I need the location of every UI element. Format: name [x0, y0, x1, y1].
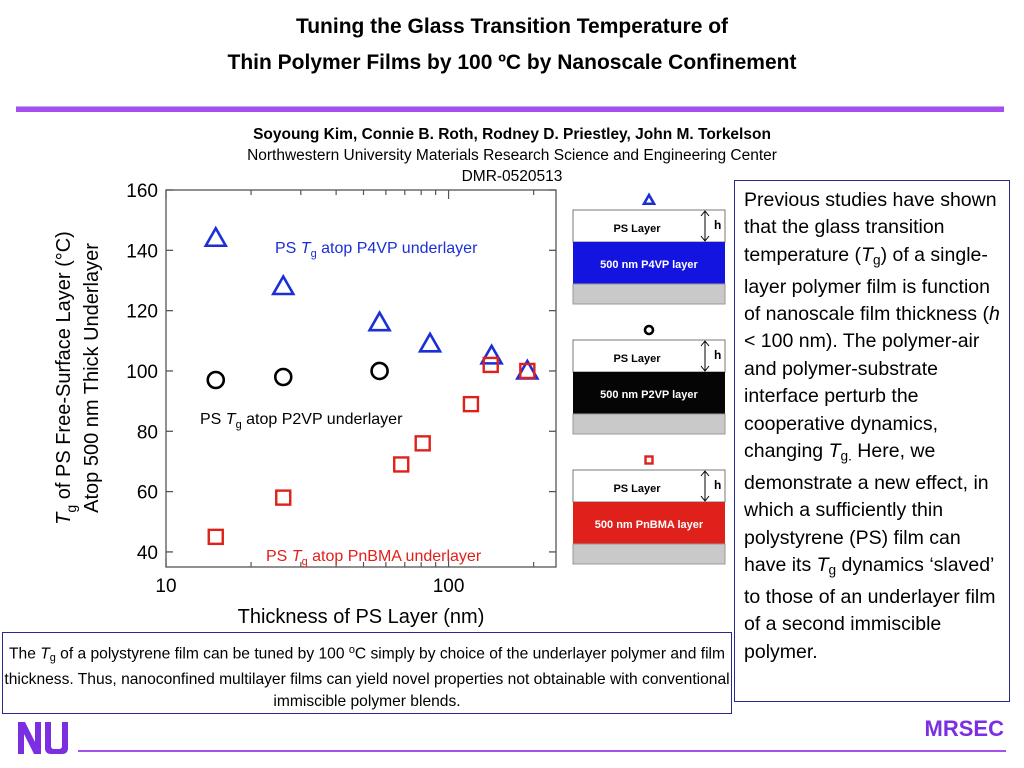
layer-schematics: PS Layer h 500 nm P4VP layer PS Layer h 500 n… — [571, 190, 731, 590]
y-tick-label: 120 — [126, 302, 158, 323]
circle-legend-marker — [643, 324, 655, 336]
summary-text-1: The — [9, 645, 41, 663]
triangle-point — [203, 225, 228, 248]
y-tick-label: 140 — [126, 241, 158, 262]
series-label-pnbma: PS Tg atop PnBMA underlayer — [266, 548, 482, 568]
h-arrow-head-bottom — [700, 235, 710, 242]
y-tick-label: 80 — [137, 422, 158, 443]
sidebar-tg3-sub: g — [828, 562, 837, 578]
y-tick-label: 100 — [126, 362, 158, 383]
northwestern-logo — [16, 718, 70, 758]
y-tick-label: 160 — [126, 181, 158, 202]
sidebar-text-2: ) of a single-layer polymer film is func… — [744, 243, 990, 326]
h-label: h — [714, 348, 721, 362]
triangle-point — [417, 331, 443, 353]
slide-title-line1: Tuning the Glass Transition Temperature … — [295, 15, 729, 38]
mrsec-label: MRSEC — [924, 716, 1004, 741]
square-point — [207, 528, 224, 546]
square-point — [519, 362, 536, 380]
triangle-point — [479, 343, 504, 365]
sidebar-tg2-sub: g. — [840, 448, 852, 464]
sidebar-tg-sub: g — [872, 252, 881, 268]
underlayer — [573, 502, 725, 544]
square-point — [462, 395, 480, 413]
ps-layer — [572, 209, 726, 243]
ps-layer-label: PS Layer — [613, 353, 661, 365]
square-point — [275, 489, 292, 506]
ps-layer — [572, 339, 726, 373]
h-arrow-head-top — [700, 340, 710, 347]
x-tick-label: 100 — [433, 576, 465, 597]
underlayer — [573, 242, 725, 284]
sidebar-tg3-t: T — [816, 554, 829, 577]
author-block: Soyoung Kim, Connie B. Roth, Rodney D. P… — [0, 124, 1024, 187]
y-axis-label-rest: of PS Free-Surface Layer (°C) — [53, 231, 75, 505]
series-label-p2vp: PS Tg atop P2VP underlayer — [200, 411, 403, 431]
summary-text-2: of a polystyrene film can be tuned by 10… — [55, 645, 349, 663]
y-axis-label-t: T — [53, 511, 75, 525]
h-arrow-head-top — [700, 470, 710, 477]
triangle-legend-marker — [641, 192, 657, 206]
summary-tg-sub: g — [49, 652, 56, 665]
substrate — [572, 543, 726, 565]
footer-divider — [78, 750, 1006, 752]
series-label-p4vp: PS Tg atop P4VP underlayer — [275, 240, 478, 260]
underlayer-label: 500 nm P4VP layer — [600, 259, 698, 271]
underlayer — [573, 372, 725, 414]
h-arrow-head-bottom — [700, 495, 710, 502]
sidebar-text-4: Here, we demonstrate a new effect, in wh… — [744, 440, 989, 577]
y-tick-label: 40 — [137, 543, 158, 564]
sidebar-text-3: < 100 nm). The polymer-air and polymer-s… — [744, 330, 980, 463]
summary-text-3: C simply by choice of the underlayer pol… — [4, 645, 730, 711]
sidebar-h: h — [988, 303, 1000, 326]
summary-tg-t: T — [40, 645, 50, 663]
y-axis-label: Tg of PS Free-Surface Layer (°C) — [53, 231, 79, 525]
h-label: h — [714, 218, 721, 232]
h-arrow-head-bottom — [700, 365, 710, 372]
tg-chart: 40 60 80 100 120 140 160 10 100 Tg of PS Free-Su… — [30, 168, 572, 630]
h-label: h — [714, 478, 721, 492]
square-point — [414, 435, 431, 452]
plot-area — [165, 189, 557, 568]
y-axis-label-sub: g — [63, 505, 79, 513]
affiliation: Northwestern University Materials Resear… — [247, 147, 777, 164]
y-axis-label-line2: Atop 500 nm Thick Underlayer — [81, 243, 103, 513]
summary-box: The Tg of a polystyrene film can be tune… — [2, 632, 732, 714]
circle-point — [273, 367, 293, 387]
underlayer-label: 500 nm PnBMA layer — [595, 519, 704, 531]
ps-layer-label: PS Layer — [613, 483, 661, 495]
x-tick-label: 10 — [155, 576, 176, 597]
square-point — [482, 356, 499, 374]
sidebar-text-1: Previous studies have shown that the gla… — [744, 189, 997, 266]
background-text-box: Previous studies have shown that the gla… — [734, 180, 1010, 702]
author-names: Soyoung Kim, Connie B. Roth, Rodney D. P… — [253, 126, 771, 143]
triangle-point — [271, 273, 296, 296]
square-point — [393, 456, 410, 473]
header-divider — [16, 106, 1004, 112]
triangle-point — [367, 310, 392, 332]
h-arrow-head-top — [700, 210, 710, 217]
sidebar-tg-t: T — [861, 243, 873, 266]
circle-point — [206, 370, 226, 390]
sidebar-text-5: dynamics ‘slaved’ to those of an underla… — [744, 554, 996, 663]
x-axis-label: Thickness of PS Layer (nm) — [238, 606, 485, 628]
substrate — [572, 413, 726, 435]
underlayer-label: 500 nm P2VP layer — [600, 389, 698, 401]
summary-degree: o — [348, 644, 355, 656]
y-tick-label: 60 — [137, 483, 158, 504]
sidebar-tg2-t: T — [828, 440, 841, 463]
substrate — [572, 283, 726, 305]
grant-number: DMR-0520513 — [461, 168, 563, 185]
ps-layer-label: PS Layer — [613, 223, 661, 235]
slide-title-line2: Thin Polymer Films by 100 ºC by Nanoscal… — [227, 51, 797, 74]
circle-point — [370, 361, 389, 381]
square-legend-marker — [644, 455, 654, 465]
